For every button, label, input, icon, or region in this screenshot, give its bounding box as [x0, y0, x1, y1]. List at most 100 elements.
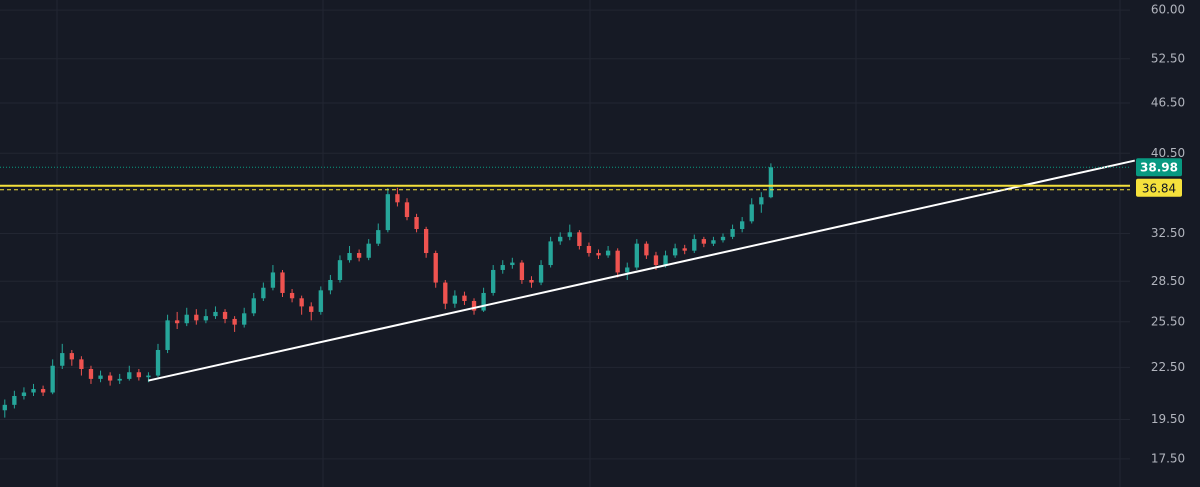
candle-body — [127, 372, 132, 379]
last-price-tag — [1136, 158, 1182, 177]
candle-body — [519, 262, 525, 281]
candle-body — [682, 248, 687, 251]
candle-body — [462, 295, 467, 301]
y-tick-label: 52.50 — [1151, 51, 1185, 65]
candle-body — [481, 292, 486, 311]
candle-body — [242, 313, 247, 325]
candle-body — [577, 232, 582, 246]
candle-body — [347, 253, 352, 261]
candle-body — [280, 272, 285, 293]
candle-body — [261, 287, 266, 299]
candle-body — [60, 353, 65, 366]
candle-body — [740, 221, 745, 229]
candle-body — [634, 243, 639, 268]
candle-body — [414, 217, 419, 229]
candle-body — [596, 253, 601, 256]
candle-body — [376, 230, 381, 244]
y-tick-label: 22.50 — [1151, 360, 1185, 374]
candle-body — [433, 253, 438, 283]
y-tick-label: 19.50 — [1151, 412, 1185, 426]
candle-body — [567, 232, 572, 237]
candle-body — [289, 292, 295, 299]
candle-body — [625, 267, 630, 273]
candle-body — [146, 375, 151, 378]
candle-body — [586, 245, 592, 254]
candle-body — [491, 269, 496, 293]
candle-body — [701, 239, 707, 244]
candle-body — [2, 404, 7, 411]
y-tick-label: 28.50 — [1151, 274, 1185, 288]
candle-body — [548, 241, 553, 266]
trendline — [148, 159, 1136, 382]
candle-body — [366, 243, 371, 258]
candle-body — [175, 320, 180, 324]
y-tick-label: 25.50 — [1151, 314, 1185, 328]
candle-body — [31, 389, 36, 393]
candle-body — [79, 359, 84, 369]
candle-body — [165, 320, 170, 350]
candle-body — [356, 253, 362, 258]
candle-body — [443, 282, 448, 304]
candle-body — [558, 236, 563, 242]
candle-body — [69, 353, 74, 360]
candle-body — [12, 395, 17, 405]
candle-body — [155, 349, 161, 376]
candle-body — [730, 228, 735, 237]
candle-body — [299, 298, 304, 307]
candle-body — [395, 194, 400, 203]
candle-body — [768, 167, 774, 198]
candle-body — [117, 378, 122, 381]
candle-body — [318, 290, 323, 312]
candle-body — [88, 368, 94, 379]
y-tick-label: 40.50 — [1151, 146, 1185, 160]
candle-body — [605, 250, 611, 256]
candle-body — [328, 280, 333, 291]
candle-body — [385, 194, 390, 231]
candle-body — [749, 204, 754, 222]
candle-body — [21, 392, 27, 396]
candle-body — [644, 243, 649, 256]
y-tick-label: 17.50 — [1151, 451, 1185, 465]
candle-body — [452, 295, 458, 304]
candle-body — [653, 255, 659, 266]
candle-body — [692, 239, 697, 251]
candle-body — [720, 236, 726, 241]
candle-body — [194, 314, 199, 321]
level-tag — [1136, 178, 1182, 197]
y-tick-label: 46.50 — [1151, 95, 1185, 109]
time-grid — [56, 0, 1121, 487]
candle-body — [759, 197, 764, 205]
candle-body — [251, 298, 256, 314]
candle-body — [471, 300, 477, 311]
candle-body — [50, 365, 55, 393]
candle-body — [337, 260, 343, 281]
level-label: 36.84 — [1142, 181, 1176, 195]
last-price-label: 38.98 — [1140, 161, 1178, 175]
candle-body — [232, 318, 237, 325]
candle-body — [538, 265, 544, 283]
candle-body — [500, 265, 505, 270]
candle-body — [222, 311, 228, 319]
candle-body — [529, 280, 534, 283]
candle-body — [98, 375, 103, 379]
candle-body — [270, 272, 276, 288]
candle-body — [404, 202, 410, 218]
candle-body — [40, 389, 46, 393]
candle-body — [184, 314, 189, 324]
candle-body — [107, 375, 113, 381]
candle-body — [309, 306, 314, 312]
y-tick-label: 60.00 — [1151, 3, 1185, 17]
candle-body — [663, 255, 668, 266]
candle-body — [615, 250, 620, 273]
candle-body — [510, 262, 515, 266]
candle-body — [423, 228, 429, 254]
candle-body — [213, 311, 218, 317]
candle-body — [203, 316, 209, 321]
candle-body — [672, 248, 678, 256]
candle-body — [711, 240, 716, 244]
y-tick-label: 32.50 — [1151, 226, 1185, 240]
candle-body — [136, 372, 142, 378]
